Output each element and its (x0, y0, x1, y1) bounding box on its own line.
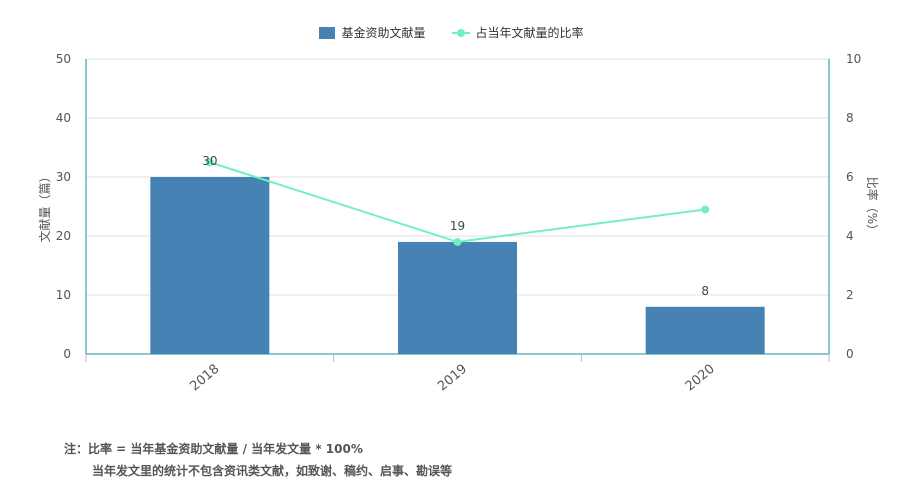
bar-series (150, 177, 765, 354)
y-left-tick-label: 10 (56, 288, 71, 302)
line-point (205, 158, 214, 167)
legend-bar-label: 基金资助文献量 (341, 26, 426, 40)
y-right-axis-title: 比率（%） (865, 177, 880, 236)
bar (645, 306, 765, 354)
bar-data-label: 8 (701, 284, 709, 298)
y-left-tick-label: 50 (56, 52, 71, 66)
line-point (701, 205, 710, 214)
bar-swatch-icon (319, 26, 336, 39)
x-tick-label: 2018 (187, 362, 222, 395)
chart-notes: 注：比率 = 当年基金资助文献量 / 当年发文量 * 100% 当年发文里的统计… (64, 438, 452, 482)
line-swatch-icon (451, 27, 470, 39)
line-series (205, 158, 710, 246)
y-left-tick-label: 0 (63, 347, 71, 361)
bar-data-label: 19 (450, 219, 465, 233)
legend-line-label: 占当年文献量的比率 (475, 26, 584, 40)
bar (398, 241, 517, 354)
bar-data-label: 30 (202, 154, 217, 168)
legend: 基金资助文献量 占当年文献量的比率 (0, 24, 903, 41)
y-right-tick-label: 2 (846, 288, 854, 302)
y-right-tick-label: 0 (846, 347, 854, 361)
y-left-tick-label: 30 (56, 170, 71, 184)
y-left-axis-title: 文献量（篇） (37, 170, 52, 242)
bar (150, 177, 270, 354)
y-right-tick-label: 10 (846, 52, 861, 66)
y-right-tick-label: 6 (846, 170, 854, 184)
x-tick-label: 2019 (435, 362, 470, 395)
line-point (453, 237, 462, 246)
y-right-tick-label: 8 (846, 111, 854, 125)
x-tick-label: 2020 (683, 362, 718, 395)
legend-item-line[interactable]: 占当年文献量的比率 (451, 24, 584, 41)
legend-item-bar[interactable]: 基金资助文献量 (319, 24, 426, 41)
axes (85, 59, 830, 362)
y-left-tick-label: 20 (56, 229, 71, 243)
note-line-2: 当年发文里的统计不包含资讯类文献，如致谢、稿约、启事、勘误等 (92, 464, 453, 478)
y-right-tick-label: 4 (846, 229, 854, 243)
y-left-tick-label: 40 (56, 111, 71, 125)
note-line-1: 注：比率 = 当年基金资助文献量 / 当年发文量 * 100% (64, 442, 363, 456)
